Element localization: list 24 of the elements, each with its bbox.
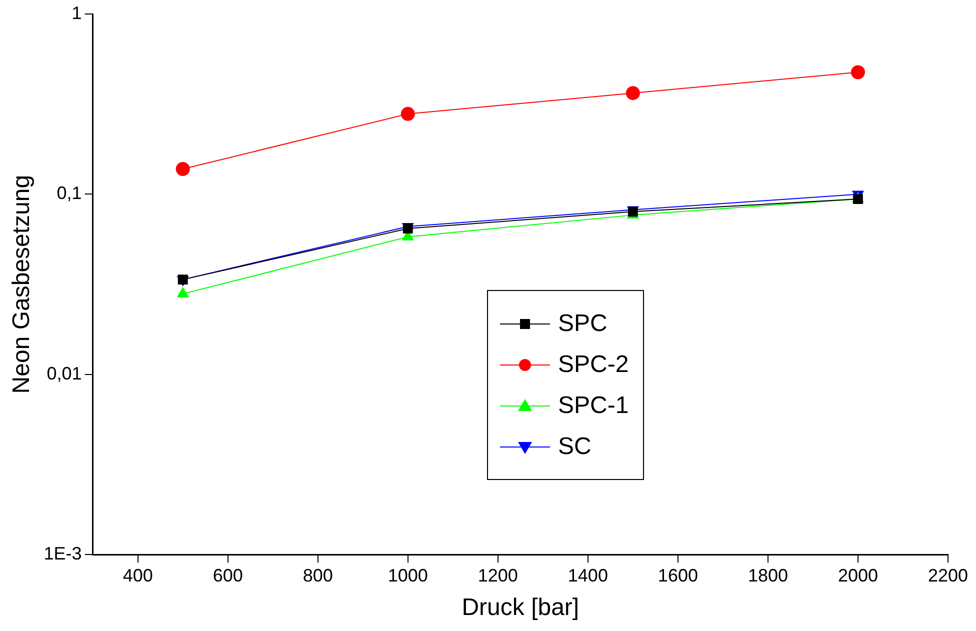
legend-label: SPC — [558, 310, 608, 338]
x-tick-label: 400 — [122, 565, 153, 586]
legend-label: SPC-1 — [558, 392, 629, 420]
y-tick-label: 0,1 — [56, 183, 82, 204]
point — [850, 65, 865, 80]
y-tick-label: 1E-3 — [44, 544, 82, 564]
legend-label: SPC-2 — [558, 350, 629, 378]
x-tick-label: 1800 — [748, 565, 788, 586]
point — [176, 162, 190, 176]
x-tick-label: 2200 — [928, 565, 968, 586]
x-tick-label: 600 — [212, 565, 243, 586]
x-axis-title: Druck [bar] — [462, 594, 580, 622]
y-tick-label: 0,01 — [46, 363, 82, 384]
x-tick-label: 1600 — [658, 565, 698, 586]
point — [626, 86, 640, 100]
x-tick-label: 1400 — [568, 565, 608, 586]
y-tick-label: 1 — [72, 2, 82, 23]
point — [400, 106, 415, 121]
x-tick-label: 2000 — [838, 565, 878, 586]
legend-label: SC — [558, 432, 592, 460]
x-tick-label: 800 — [302, 565, 333, 586]
x-tick-label: 1000 — [388, 565, 428, 586]
x-tick-label: 1200 — [478, 565, 518, 586]
y-axis-title: Neon Gasbesetzung — [8, 174, 36, 394]
